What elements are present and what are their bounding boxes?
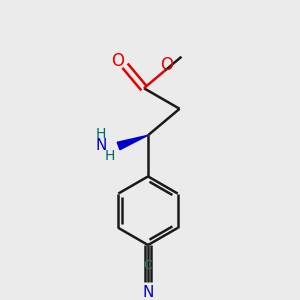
Text: H: H [96, 127, 106, 141]
Text: N: N [142, 285, 154, 300]
Polygon shape [117, 135, 148, 150]
Text: O: O [160, 56, 173, 74]
Text: O: O [111, 52, 124, 70]
Text: N: N [95, 137, 106, 152]
Text: H: H [105, 149, 115, 163]
Text: C: C [144, 259, 152, 272]
